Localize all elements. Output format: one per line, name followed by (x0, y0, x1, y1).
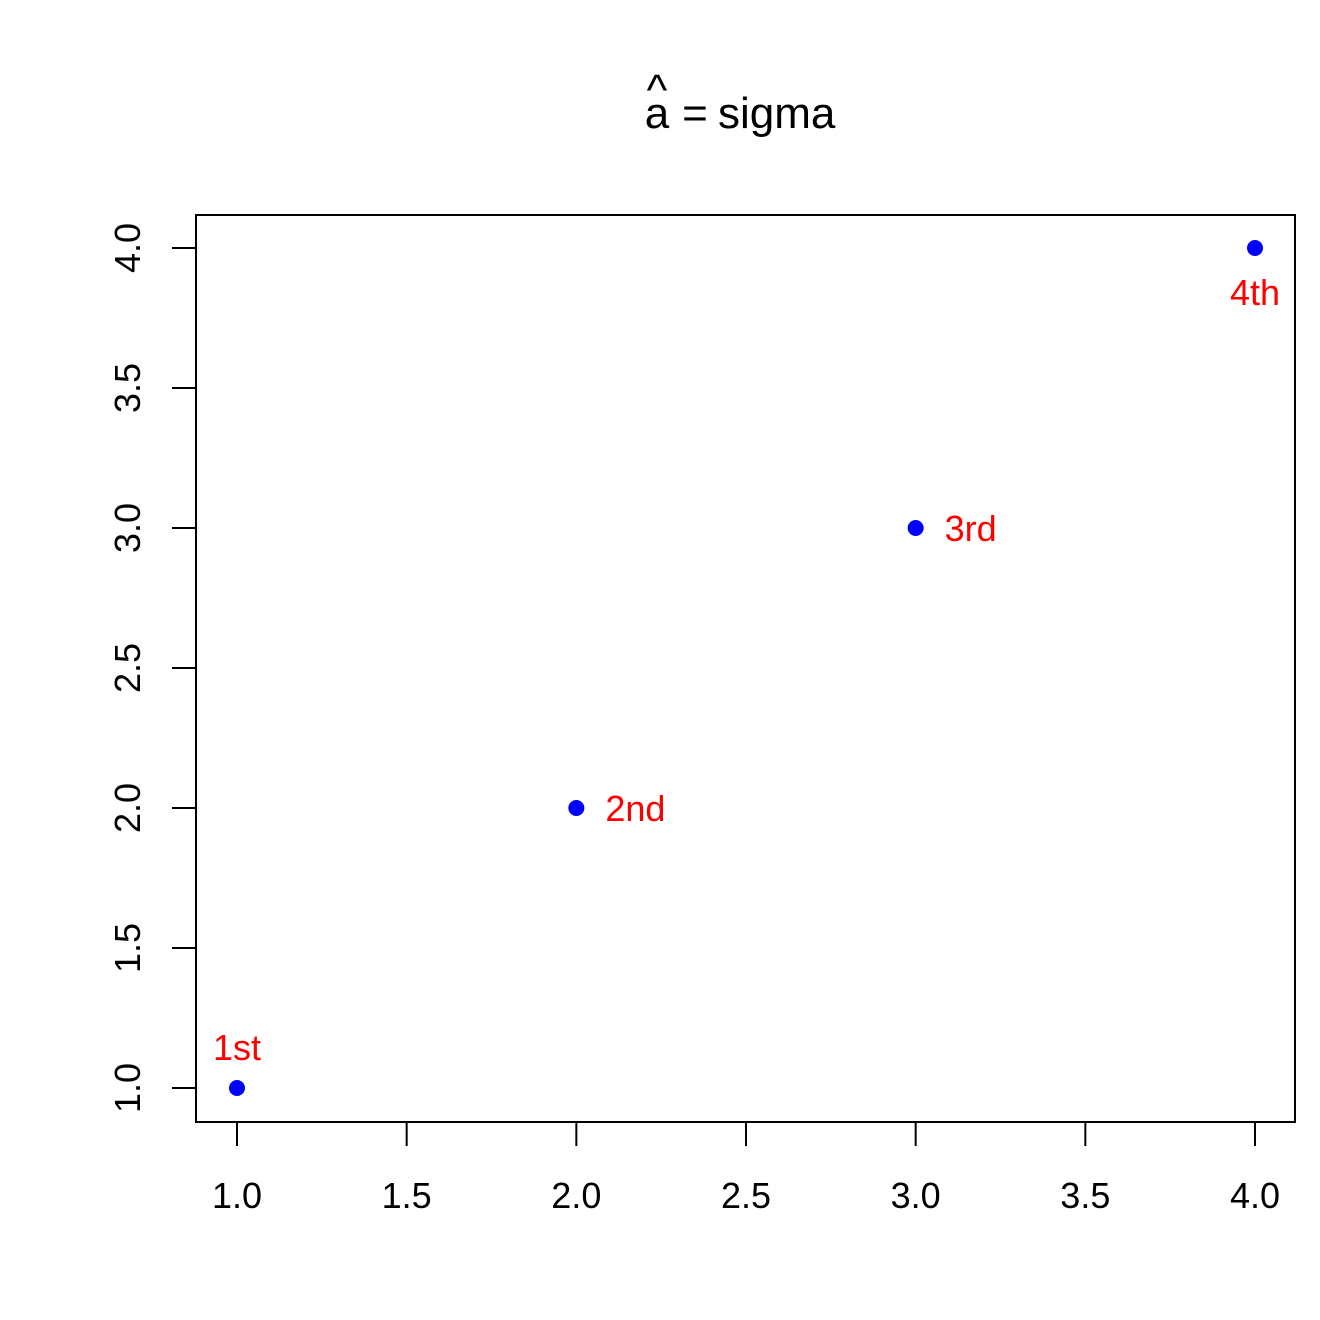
title-hat-letter: a (645, 89, 670, 138)
data-point (907, 520, 924, 536)
x-axis: 1.0 1.5 2.0 2.5 3.0 3.5 4.0 (212, 1121, 1280, 1216)
y-tick-label: 3.5 (107, 363, 148, 413)
data-point (568, 800, 585, 816)
point-label: 3rd (945, 508, 997, 549)
point-label: 4th (1230, 272, 1280, 313)
x-tick-label: 2.5 (721, 1175, 771, 1216)
x-tick-label: 1.0 (212, 1175, 262, 1216)
y-axis: 1.0 1.5 2.0 2.5 3.0 3.5 4.0 (107, 223, 197, 1113)
y-tick-label: 1.0 (107, 1063, 148, 1113)
y-tick-label: 2.5 (107, 643, 148, 693)
y-tick-label: 1.5 (107, 923, 148, 973)
y-tick-label: 4.0 (107, 223, 148, 273)
x-tick-label: 3.5 (1060, 1175, 1110, 1216)
title-equals: = (682, 89, 708, 138)
x-tick-label: 3.0 (891, 1175, 941, 1216)
x-tick-label: 2.0 (551, 1175, 601, 1216)
x-tick-label: 4.0 (1230, 1175, 1280, 1216)
title-hat-symbol: ^ (647, 66, 668, 115)
title-rhs: sigma (718, 89, 836, 138)
plot-area-border (195, 214, 1296, 1123)
data-point (229, 1080, 245, 1096)
point-label: 1st (213, 1027, 261, 1068)
x-tick-label: 1.5 (382, 1175, 432, 1216)
data-point (1247, 240, 1263, 256)
y-tick-label: 3.0 (107, 503, 148, 553)
point-label: 2nd (605, 788, 665, 829)
data-points: 1st 2nd 3rd 4th (213, 240, 1280, 1096)
y-tick-label: 2.0 (107, 783, 148, 833)
chart-title: ^ a = sigma (645, 66, 836, 138)
